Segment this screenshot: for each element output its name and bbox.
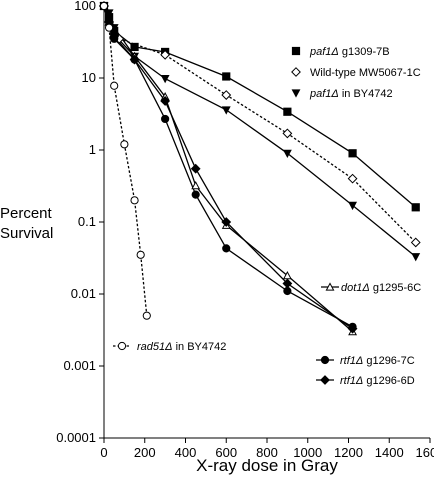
legend-marker-3 <box>325 282 335 291</box>
x-tick-label: 800 <box>256 445 278 460</box>
series-line-1 <box>103 5 417 243</box>
y-tick-label: 0.01 <box>71 286 96 301</box>
series-5-point <box>109 31 120 42</box>
series-6-point <box>110 81 119 90</box>
legend-marker-2 <box>291 89 301 98</box>
series-1-point <box>221 90 232 100</box>
series-0-point <box>130 42 139 52</box>
series-1-point <box>347 173 358 184</box>
series-4-point <box>191 190 200 199</box>
legend-marker-4 <box>117 341 127 351</box>
series-6-point <box>104 23 114 32</box>
series-5-point <box>347 323 358 334</box>
series-4-point <box>283 286 292 296</box>
series-3-point <box>191 180 201 190</box>
series-6-point <box>99 1 109 11</box>
series-2-point <box>411 253 421 262</box>
series-6-point <box>136 250 145 259</box>
series-0-point <box>348 149 357 158</box>
chart-legend: paf1Δ g1309-7B Wild-type MW5067-1C paf1Δ i… <box>113 46 421 387</box>
y-tick-label: 10 <box>82 70 96 85</box>
series-2-point <box>282 149 292 158</box>
x-tick-label: 0 <box>100 445 107 460</box>
legend-marker-5 <box>320 355 330 365</box>
chart-series-markers <box>99 1 421 336</box>
legend-label-1: Wild-type MW5067-1C <box>310 67 421 79</box>
legend-marker-6 <box>320 375 330 385</box>
series-0-point <box>283 107 292 116</box>
x-tick-label: 200 <box>134 445 156 460</box>
x-tick-label: 1400 <box>375 445 404 460</box>
x-tick-label: 1000 <box>293 445 322 460</box>
legend-marker-1 <box>291 67 301 77</box>
legend-marker-0 <box>291 46 301 56</box>
y-tick-label: 1 <box>89 142 96 157</box>
series-line-2 <box>103 5 417 258</box>
series-1-point <box>160 49 171 60</box>
y-tick-label: 0.001 <box>63 358 96 373</box>
legend-label-5: rtf1Δ g1296-7C <box>340 355 415 367</box>
y-tick-label: 0.1 <box>78 214 96 229</box>
y-axis-label-line-1: Percent <box>0 205 52 222</box>
legend-label-6: rtf1Δ g1296-6D <box>340 375 415 387</box>
series-2-point <box>160 75 170 84</box>
series-2-point <box>348 201 358 211</box>
series-5-point <box>282 278 293 289</box>
series-5-point <box>221 217 232 227</box>
series-1-point <box>282 128 293 139</box>
legend-label-3: dot1Δ g1295-6C <box>341 282 421 294</box>
series-4-point <box>222 244 231 253</box>
y-tick-label: 100 <box>74 0 96 13</box>
series-6-point <box>142 311 151 320</box>
y-axis-label: Percent Survival <box>0 204 64 244</box>
y-axis-label-line-2: Survival <box>0 225 54 242</box>
series-0-point <box>222 72 231 81</box>
legend-label-2: paf1Δ in BY4742 <box>309 88 393 100</box>
series-6-point <box>120 140 129 149</box>
series-5-point <box>129 54 140 65</box>
x-tick-label: 400 <box>175 445 197 460</box>
x-tick-label: 600 <box>215 445 237 460</box>
legend-label-4: rad51Δ in BY4742 <box>137 341 226 353</box>
series-2-point <box>221 106 231 115</box>
series-0-point <box>411 203 420 212</box>
y-tick-label: 0.0001 <box>56 430 96 445</box>
series-6-point <box>130 196 139 205</box>
series-2-point <box>104 9 114 18</box>
x-tick-label: 1200 <box>334 445 363 460</box>
series-4-point <box>161 114 170 124</box>
series-5-point <box>160 96 171 106</box>
x-axis-label: X-ray dose in Gray <box>196 456 338 475</box>
series-1-point <box>410 237 421 248</box>
series-line-0 <box>103 5 417 208</box>
series-line-6 <box>103 5 148 316</box>
legend-label-0: paf1Δ g1309-7B <box>309 46 390 58</box>
series-5-point <box>190 163 201 174</box>
